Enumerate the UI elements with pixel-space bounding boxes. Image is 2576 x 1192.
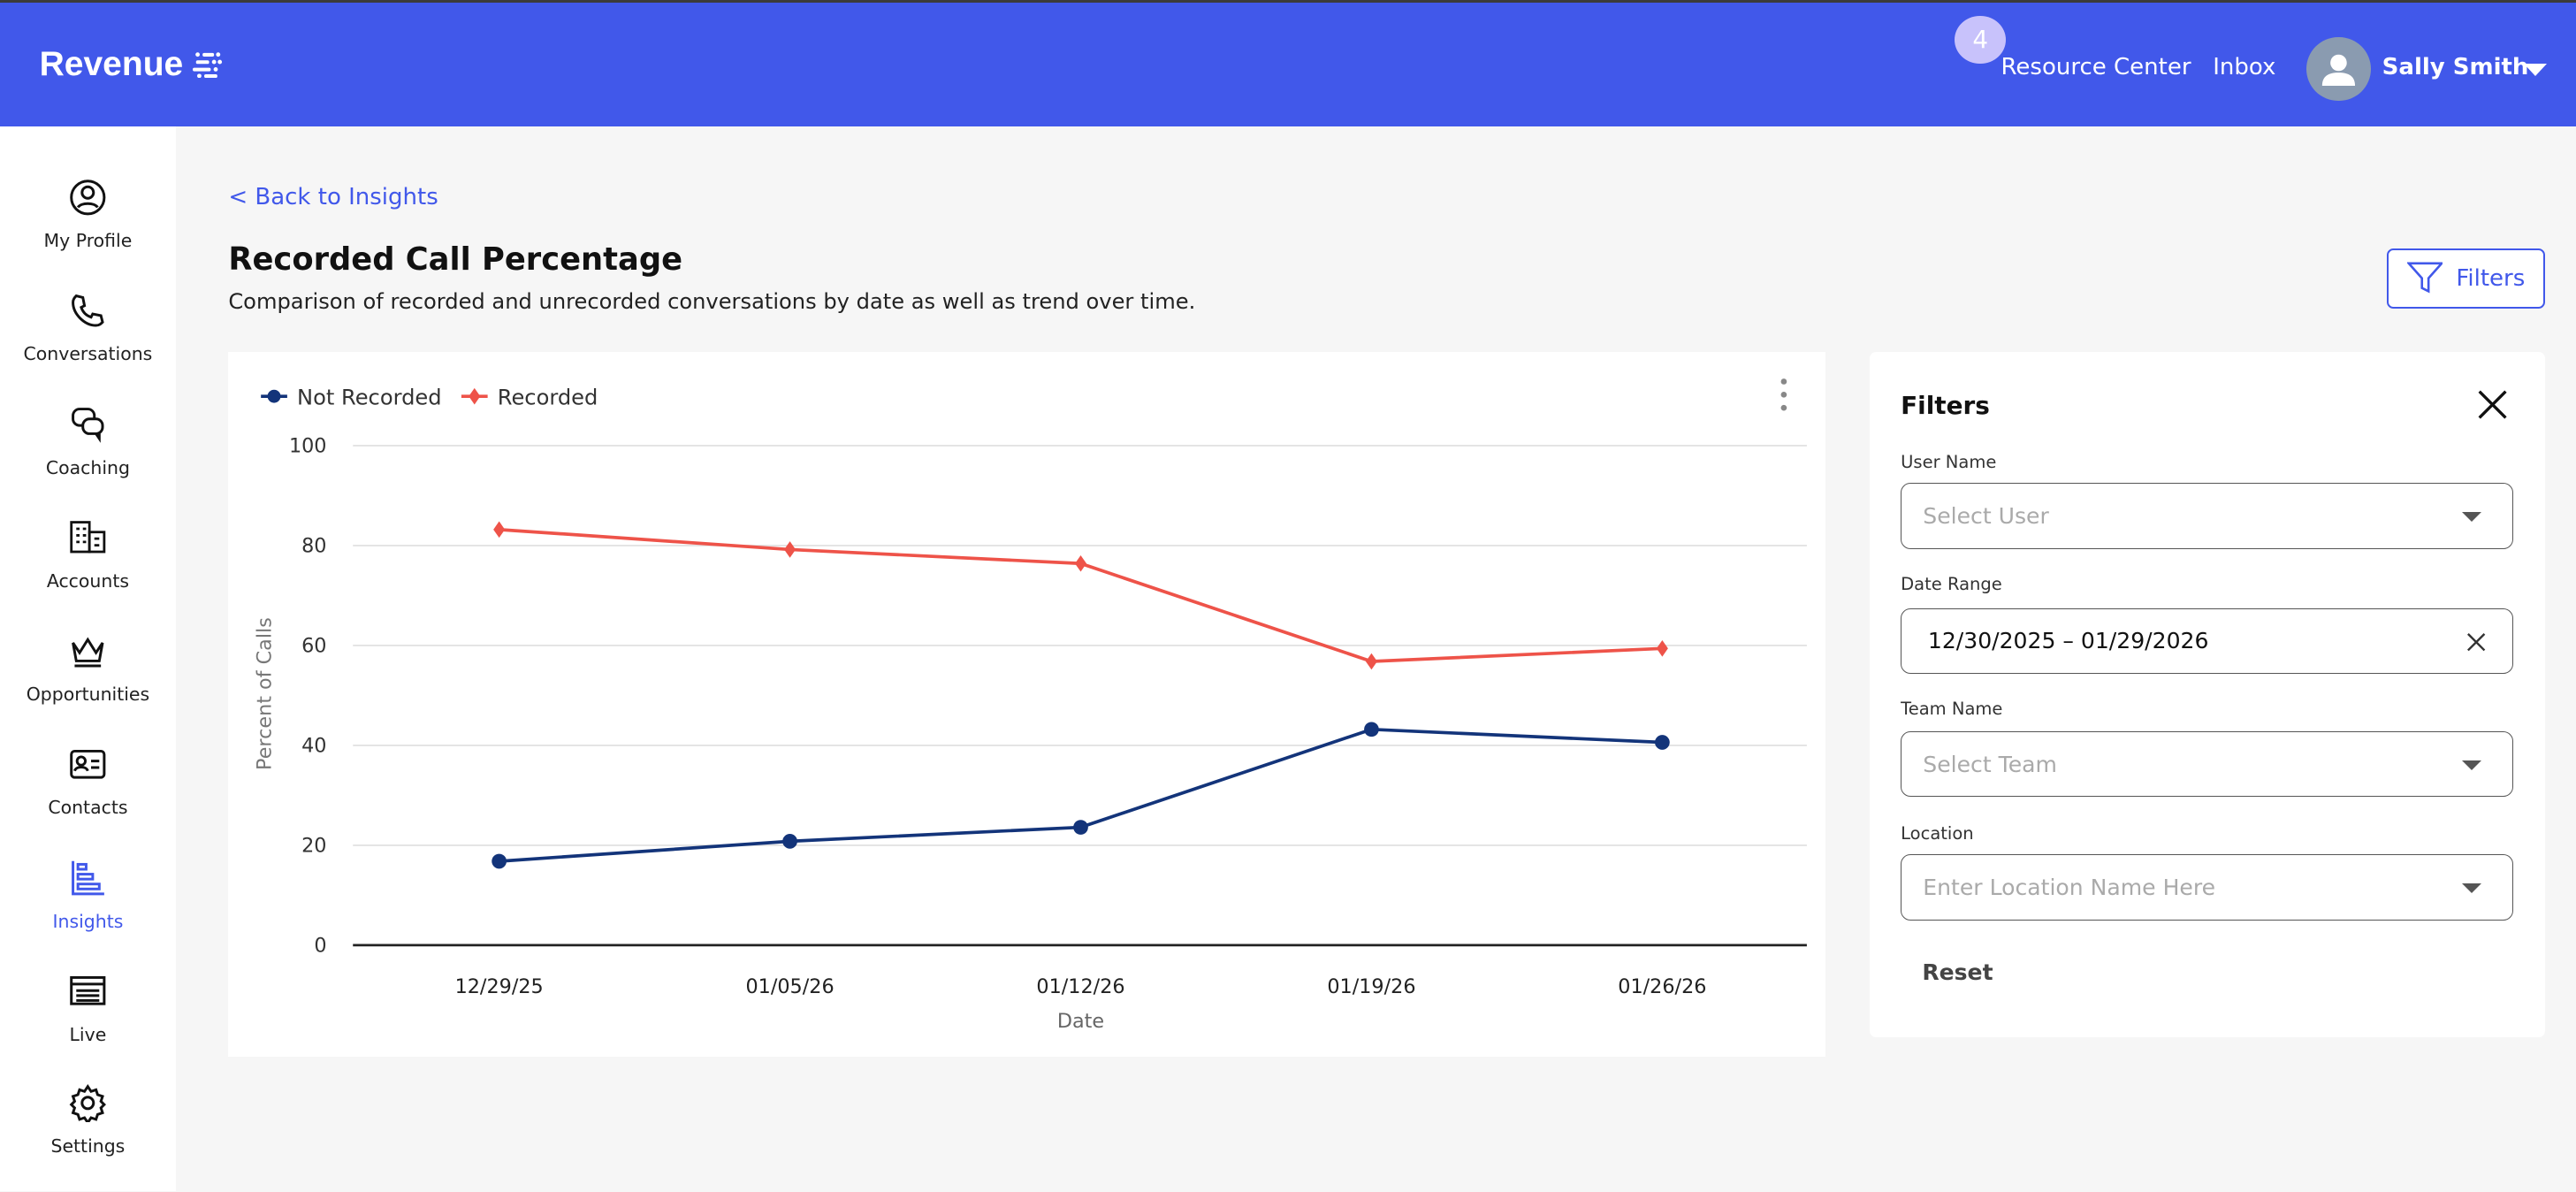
team-name-placeholder: Select Team — [1923, 751, 2057, 777]
filters-button[interactable]: Filters — [2387, 248, 2545, 309]
filters-button-label: Filters — [2456, 264, 2526, 292]
resource-center-link[interactable]: Resource Center — [2001, 53, 2191, 80]
data-point — [492, 853, 507, 869]
crown-icon — [72, 637, 104, 668]
series-line-recorded — [499, 527, 1663, 663]
legend-label: Recorded — [498, 385, 598, 409]
data-point — [782, 833, 798, 849]
x-tick-label: 01/12/26 — [1037, 974, 1125, 997]
user-menu-chevron-down-icon[interactable] — [2523, 63, 2547, 76]
data-point — [1364, 722, 1380, 737]
more-options-icon-dot — [1780, 391, 1787, 398]
sidebar-item-coaching[interactable]: Coaching — [0, 404, 176, 478]
y-tick-label: 100 — [289, 434, 327, 457]
sidebar-item-label: Live — [69, 1023, 107, 1045]
chevron-down-icon — [2462, 511, 2482, 522]
line-chart: 0 20 40 60 80 100 12/29/25 01/05/26 01/12/26 01/1… — [254, 378, 1808, 1032]
phone-icon — [72, 294, 104, 327]
legend-label: Not Recorded — [297, 385, 442, 409]
location-select[interactable]: Enter Location Name Here — [1901, 854, 2514, 921]
data-point — [1655, 734, 1671, 750]
logo[interactable]: Revenue — [40, 45, 223, 84]
logo-text: Revenue — [39, 45, 184, 84]
sidebar-item-label: Conversations — [23, 343, 153, 365]
y-axis-title: Percent of Calls — [254, 617, 277, 770]
sidebar-item-settings[interactable]: Settings — [0, 1083, 176, 1157]
more-options-icon-dot — [1780, 378, 1787, 385]
data-point — [1075, 554, 1087, 572]
sidebar-item-label: Contacts — [48, 797, 128, 819]
filters-panel: Filters User Name Select User Date Range… — [1869, 351, 2545, 1037]
y-tick-label: 80 — [301, 534, 326, 557]
more-options-icon-dot — [1780, 404, 1787, 411]
user-name[interactable]: Sally Smith — [2382, 53, 2529, 80]
sidebar-item-label: Opportunities — [26, 684, 150, 706]
reset-button[interactable]: Reset — [1922, 959, 1993, 986]
data-point — [1366, 653, 1378, 669]
y-tick-label: 0 — [315, 934, 327, 957]
filters-panel-title: Filters — [1901, 391, 1990, 421]
chevron-down-icon — [2462, 883, 2482, 893]
x-tick-label: 01/19/26 — [1328, 974, 1416, 997]
contact-card-icon — [70, 749, 106, 779]
sidebar-item-live[interactable]: Live — [0, 971, 176, 1045]
page-title: Recorded Call Percentage — [228, 241, 683, 279]
avatar[interactable] — [2306, 37, 2371, 102]
gear-icon — [69, 1083, 107, 1123]
user-icon — [2321, 54, 2356, 86]
user-name-label: User Name — [1901, 452, 1997, 473]
filter-icon — [2406, 262, 2443, 294]
data-point — [784, 540, 796, 558]
live-list-icon — [70, 976, 106, 1005]
x-axis-title: Date — [1057, 1009, 1104, 1032]
y-tick-label: 20 — [301, 834, 326, 857]
sidebar-item-opportunities[interactable]: Opportunities — [0, 631, 176, 705]
chat-bubbles-icon — [72, 408, 104, 444]
sidebar-item-accounts[interactable]: Accounts — [0, 517, 176, 592]
legend-marker — [267, 389, 281, 403]
chevron-down-icon — [2462, 760, 2482, 770]
notification-badge[interactable]: 4 — [1955, 15, 2007, 64]
user-name-select[interactable]: Select User — [1901, 483, 2514, 549]
page-subtitle: Comparison of recorded and unrecorded co… — [228, 289, 1196, 315]
x-tick-label: 01/26/26 — [1619, 974, 1707, 997]
sidebar: My Profile Conversations Coaching Accoun… — [0, 126, 176, 1192]
bar-chart-icon — [72, 860, 105, 896]
chart-card: 0 20 40 60 80 100 12/29/25 01/05/26 01/12/26 01/1… — [228, 351, 1825, 1057]
top-nav-bar: Revenue 4 Resource Center Inbox Sally Sm… — [0, 0, 2576, 127]
team-name-select[interactable]: Select Team — [1901, 730, 2514, 798]
sidebar-item-label: Accounts — [46, 569, 129, 592]
sidebar-item-label: Settings — [50, 1135, 126, 1158]
date-range-label: Date Range — [1901, 573, 2002, 594]
sidebar-item-my-profile[interactable]: My Profile — [0, 178, 176, 251]
back-to-insights-link[interactable]: < Back to Insights — [228, 184, 438, 211]
data-point — [1073, 819, 1089, 835]
sidebar-item-insights[interactable]: Insights — [0, 858, 176, 932]
close-icon[interactable] — [2476, 388, 2509, 421]
date-range-value: 12/30/2025 – 01/29/2026 — [1927, 628, 2209, 654]
sidebar-item-label: Coaching — [45, 456, 130, 478]
logo-mark-icon — [193, 52, 223, 79]
clear-icon[interactable] — [2466, 632, 2486, 652]
y-tick-label: 60 — [301, 634, 326, 657]
sidebar-item-conversations[interactable]: Conversations — [0, 291, 176, 364]
sidebar-item-label: My Profile — [43, 230, 133, 252]
x-tick-label: 12/29/25 — [455, 974, 544, 997]
x-tick-label: 01/05/26 — [746, 974, 835, 997]
date-range-input[interactable]: 12/30/2025 – 01/29/2026 — [1901, 607, 2514, 674]
building-icon — [70, 521, 106, 554]
series-line-not-recorded — [499, 727, 1663, 863]
data-point — [493, 521, 506, 538]
location-placeholder: Enter Location Name Here — [1923, 875, 2216, 900]
team-name-label: Team Name — [1901, 698, 2003, 719]
user-circle-icon — [70, 179, 106, 216]
inbox-link[interactable]: Inbox — [2213, 53, 2276, 80]
data-point — [1657, 639, 1669, 657]
location-label: Location — [1901, 823, 1974, 844]
sidebar-item-label: Insights — [52, 910, 124, 932]
sidebar-item-contacts[interactable]: Contacts — [0, 745, 176, 818]
legend-marker — [469, 387, 481, 405]
user-name-placeholder: Select User — [1923, 503, 2049, 530]
y-tick-label: 40 — [301, 734, 326, 757]
